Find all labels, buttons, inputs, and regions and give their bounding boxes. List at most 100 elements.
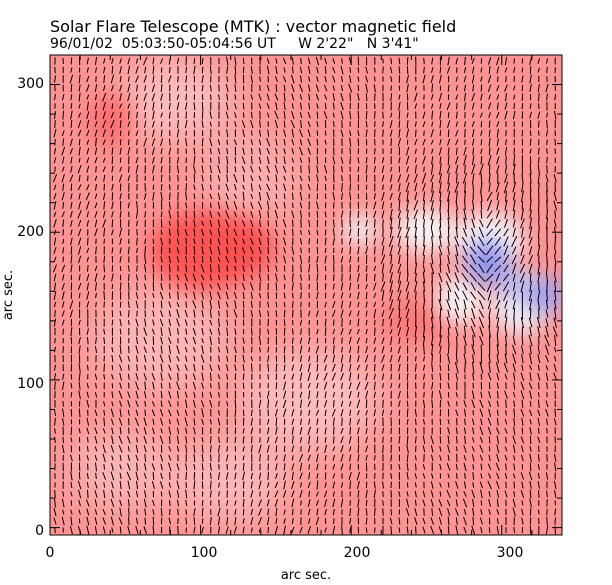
field-vector <box>398 363 401 372</box>
field-vector <box>144 453 147 462</box>
field-vector <box>316 273 319 282</box>
field-vector <box>365 390 369 399</box>
field-vector <box>349 156 351 165</box>
field-vector <box>553 173 557 183</box>
field-vector <box>332 300 336 309</box>
field-vector <box>373 201 377 210</box>
field-vector <box>52 174 58 183</box>
field-vector <box>234 112 237 119</box>
field-vector <box>292 228 294 237</box>
field-vector <box>332 112 335 118</box>
field-vector <box>77 228 82 237</box>
field-vector <box>152 129 155 138</box>
field-vector <box>308 518 311 524</box>
field-vector <box>118 445 123 453</box>
field-vector <box>86 525 90 535</box>
field-vector <box>225 83 229 93</box>
field-vector <box>324 508 327 516</box>
field-vector <box>486 263 494 274</box>
field-vector <box>308 472 311 480</box>
field-vector <box>242 309 245 318</box>
field-vector <box>94 147 98 155</box>
field-vector <box>324 247 327 254</box>
field-vector <box>266 436 270 444</box>
field-vector <box>300 292 302 300</box>
field-vector <box>283 346 286 354</box>
field-vector <box>259 76 261 82</box>
field-vector <box>496 138 499 147</box>
field-vector <box>275 310 278 318</box>
field-vector <box>258 184 262 191</box>
field-vector <box>324 444 327 454</box>
field-vector <box>53 147 57 155</box>
field-vector <box>373 237 376 245</box>
field-vector <box>184 391 188 398</box>
field-vector <box>283 139 286 146</box>
field-vector <box>455 499 458 507</box>
field-vector <box>185 66 188 74</box>
field-vector <box>143 498 147 508</box>
field-vector <box>152 427 155 435</box>
field-vector <box>365 184 368 190</box>
field-vector <box>193 480 196 490</box>
field-vector <box>373 337 377 344</box>
field-vector <box>283 156 286 165</box>
field-vector <box>168 409 172 417</box>
field-vector <box>406 74 409 84</box>
field-vector <box>455 318 458 327</box>
field-vector <box>275 363 278 372</box>
field-vector <box>77 210 82 219</box>
field-vector <box>365 346 368 354</box>
field-vector <box>504 446 508 452</box>
field-vector <box>480 84 483 92</box>
field-vector <box>414 455 417 461</box>
field-vector <box>529 481 532 489</box>
field-vector <box>455 76 458 82</box>
field-vector <box>454 181 460 193</box>
field-vector <box>103 328 106 335</box>
field-vector <box>291 526 295 534</box>
field-vector <box>333 255 335 264</box>
field-vector <box>324 237 327 246</box>
field-vector <box>471 74 475 84</box>
field-vector <box>144 292 147 299</box>
field-vector <box>275 147 278 155</box>
field-vector <box>152 110 155 120</box>
field-vector <box>520 254 525 264</box>
field-vector <box>233 309 238 318</box>
field-vector <box>176 85 180 91</box>
field-vector <box>390 525 393 535</box>
field-vector <box>185 328 188 335</box>
field-vector <box>479 112 483 118</box>
field-vector <box>423 66 425 74</box>
field-vector <box>405 281 410 292</box>
field-vector <box>471 164 476 175</box>
field-vector <box>447 372 450 381</box>
field-vector <box>300 102 302 110</box>
field-vector <box>218 310 220 317</box>
field-vector <box>349 192 352 201</box>
field-vector <box>160 382 163 389</box>
field-vector <box>192 327 197 336</box>
field-vector <box>234 328 237 335</box>
field-vector <box>454 236 460 247</box>
field-vector <box>455 436 458 444</box>
field-vector <box>201 319 204 326</box>
field-vector <box>300 274 302 281</box>
field-vector <box>201 418 204 425</box>
field-vector <box>78 103 81 109</box>
field-vector <box>308 347 311 353</box>
field-vector <box>431 67 434 73</box>
field-vector <box>135 66 139 74</box>
field-vector <box>242 400 245 407</box>
field-vector <box>496 509 500 515</box>
field-vector <box>177 283 179 290</box>
field-vector <box>102 517 107 525</box>
field-vector <box>53 364 57 371</box>
field-vector <box>193 319 196 326</box>
x-tick-label: 200 <box>344 545 371 561</box>
field-vector <box>456 102 458 110</box>
field-vector <box>324 455 327 461</box>
field-vector <box>185 355 188 362</box>
field-vector <box>94 526 98 534</box>
